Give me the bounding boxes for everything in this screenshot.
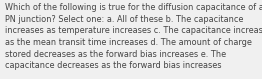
Text: Which of the following is true for the diffusion capacitance of a
PN junction? S: Which of the following is true for the d… [5, 3, 262, 70]
